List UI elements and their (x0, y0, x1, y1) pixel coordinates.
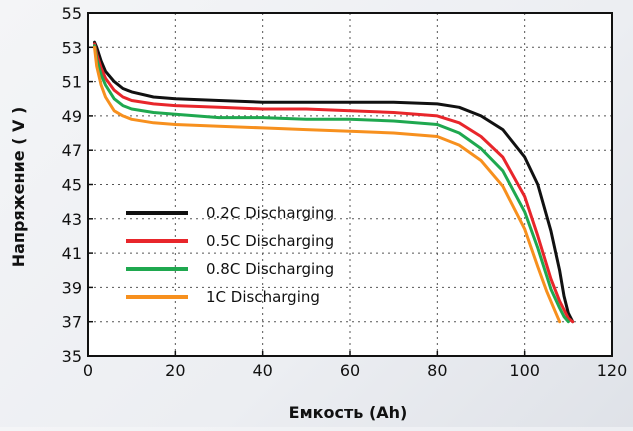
y-tick-label: 43 (62, 210, 82, 229)
legend-label: 1C Discharging (206, 288, 320, 306)
legend: 0.2C Discharging 0.5C Discharging 0.8C Dis… (126, 204, 334, 306)
legend-label: 0.8C Discharging (206, 260, 334, 278)
x-tick-label: 60 (340, 361, 360, 380)
series-line-1c-discharging (93, 45, 562, 324)
y-tick-label: 47 (62, 141, 82, 160)
legend-label: 0.2C Discharging (206, 204, 334, 222)
series-line-0-5c-discharging (93, 42, 575, 324)
x-tick-label: 40 (252, 361, 272, 380)
series-line-0-2c-discharging (93, 40, 575, 324)
y-tick-label: 55 (62, 4, 82, 23)
axes (87, 12, 613, 357)
y-axis-title: Напряжение ( V ) (9, 107, 28, 268)
y-tick-label: 37 (62, 313, 82, 332)
x-axis-title: Емкость (Ah) (289, 403, 408, 422)
series-line-0-8c-discharging (93, 44, 570, 324)
y-tick-label: 41 (62, 244, 82, 263)
y-tick-label: 35 (62, 347, 82, 366)
y-tick-label: 39 (62, 278, 82, 297)
y-tick-label: 49 (62, 107, 82, 126)
legend-label: 0.5C Discharging (206, 232, 334, 250)
series-layer (93, 40, 575, 324)
x-tick-label: 80 (427, 361, 447, 380)
y-tick-label: 53 (62, 38, 82, 57)
x-tick-label: 0 (83, 361, 93, 380)
tick-labels: 0 20 40 60 80 100 120 35 37 39 41 43 45 47 49 51 53 55 (62, 4, 628, 380)
x-tick-label: 100 (509, 361, 540, 380)
y-tick-label: 45 (62, 176, 82, 195)
y-tick-label: 51 (62, 73, 82, 92)
x-tick-label: 20 (165, 361, 185, 380)
x-tick-label: 120 (597, 361, 628, 380)
